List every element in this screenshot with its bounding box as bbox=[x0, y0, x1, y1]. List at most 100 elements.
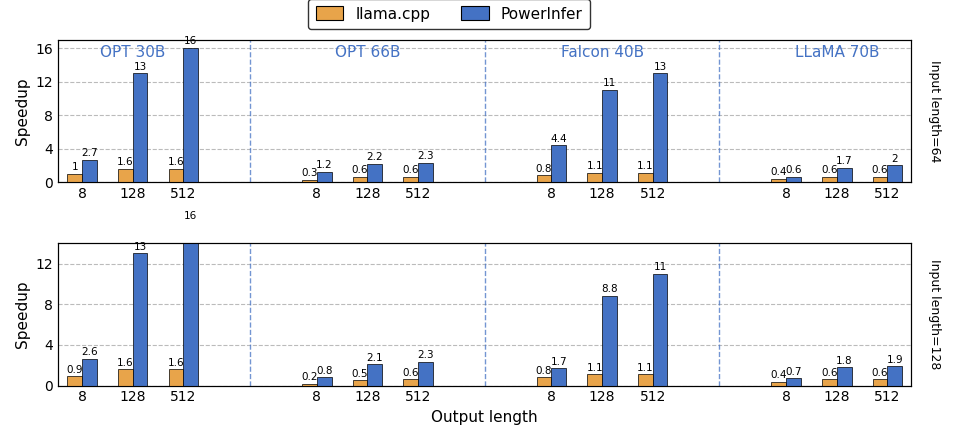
Bar bbox=[771, 179, 786, 182]
Bar bbox=[316, 172, 332, 182]
Bar bbox=[602, 90, 617, 182]
Bar bbox=[418, 163, 433, 182]
Bar bbox=[302, 384, 316, 385]
Text: 16: 16 bbox=[185, 37, 197, 47]
Legend: llama.cpp, PowerInfer: llama.cpp, PowerInfer bbox=[308, 0, 591, 29]
Text: 2.2: 2.2 bbox=[366, 152, 383, 162]
Bar bbox=[353, 381, 367, 385]
Y-axis label: Speedup: Speedup bbox=[15, 281, 31, 348]
Text: 2.7: 2.7 bbox=[81, 148, 98, 158]
Text: 2.3: 2.3 bbox=[417, 151, 434, 161]
Bar bbox=[82, 359, 97, 385]
Y-axis label: Input length=64: Input length=64 bbox=[928, 60, 941, 162]
Text: 1: 1 bbox=[72, 162, 78, 172]
Bar bbox=[786, 177, 801, 182]
Bar bbox=[638, 173, 653, 182]
Bar bbox=[653, 73, 667, 182]
Text: 0.3: 0.3 bbox=[301, 168, 317, 178]
Text: 2: 2 bbox=[891, 154, 898, 164]
Text: 0.6: 0.6 bbox=[785, 165, 802, 176]
Bar bbox=[587, 374, 602, 385]
Text: 11: 11 bbox=[603, 78, 616, 88]
Text: 1.9: 1.9 bbox=[886, 355, 903, 365]
Text: 0.6: 0.6 bbox=[821, 368, 837, 378]
Bar bbox=[536, 378, 552, 385]
Text: Falcon 40B: Falcon 40B bbox=[560, 45, 643, 60]
Bar bbox=[836, 367, 852, 385]
Bar bbox=[133, 73, 147, 182]
Text: 2.1: 2.1 bbox=[366, 352, 383, 363]
Text: 0.8: 0.8 bbox=[536, 164, 553, 174]
Text: 0.7: 0.7 bbox=[785, 367, 802, 377]
Bar bbox=[367, 364, 382, 385]
Y-axis label: Input length=128: Input length=128 bbox=[928, 259, 941, 370]
Text: 0.6: 0.6 bbox=[352, 165, 368, 176]
Text: 0.6: 0.6 bbox=[872, 368, 888, 378]
Bar bbox=[786, 378, 801, 385]
Text: 1.1: 1.1 bbox=[637, 363, 654, 373]
Text: 0.6: 0.6 bbox=[821, 165, 837, 176]
Text: 2.6: 2.6 bbox=[81, 348, 98, 357]
Bar bbox=[873, 177, 887, 182]
Bar bbox=[771, 381, 786, 385]
Text: LLaMA 70B: LLaMA 70B bbox=[794, 45, 879, 60]
Bar bbox=[168, 369, 184, 385]
Bar bbox=[536, 176, 552, 182]
Bar bbox=[552, 145, 566, 182]
Text: 13: 13 bbox=[134, 62, 146, 72]
Text: 13: 13 bbox=[134, 242, 146, 252]
Text: 1.1: 1.1 bbox=[586, 363, 603, 373]
Text: 0.8: 0.8 bbox=[315, 366, 333, 376]
Text: OPT 30B: OPT 30B bbox=[100, 45, 165, 60]
Text: 0.8: 0.8 bbox=[536, 366, 553, 376]
Text: 1.1: 1.1 bbox=[586, 161, 603, 171]
Bar bbox=[184, 223, 198, 385]
Text: 1.1: 1.1 bbox=[637, 161, 654, 171]
Text: 0.6: 0.6 bbox=[402, 165, 419, 176]
Text: 1.2: 1.2 bbox=[315, 161, 333, 170]
Y-axis label: Speedup: Speedup bbox=[15, 77, 30, 145]
Text: 0.2: 0.2 bbox=[301, 372, 317, 382]
Bar bbox=[887, 366, 902, 385]
Text: 8.8: 8.8 bbox=[601, 284, 618, 294]
Bar bbox=[638, 374, 653, 385]
Text: 1.7: 1.7 bbox=[551, 356, 567, 367]
Bar bbox=[82, 160, 97, 182]
Text: 0.6: 0.6 bbox=[402, 368, 419, 378]
Text: 11: 11 bbox=[654, 262, 666, 272]
Bar bbox=[67, 377, 82, 385]
Text: 13: 13 bbox=[654, 62, 666, 72]
Bar bbox=[403, 379, 418, 385]
Bar bbox=[822, 379, 836, 385]
Bar bbox=[118, 369, 133, 385]
Bar bbox=[873, 379, 887, 385]
Bar bbox=[316, 378, 332, 385]
Text: 1.6: 1.6 bbox=[167, 157, 185, 167]
Text: 1.6: 1.6 bbox=[117, 358, 134, 367]
Text: 0.4: 0.4 bbox=[771, 167, 787, 177]
Bar bbox=[653, 274, 667, 385]
Bar bbox=[403, 177, 418, 182]
Bar bbox=[118, 169, 133, 182]
Text: 0.6: 0.6 bbox=[872, 165, 888, 176]
Bar bbox=[836, 168, 852, 182]
Bar bbox=[353, 177, 367, 182]
Bar bbox=[302, 180, 316, 182]
Text: 1.8: 1.8 bbox=[836, 356, 853, 366]
Bar bbox=[602, 296, 617, 385]
Text: 0.5: 0.5 bbox=[352, 369, 368, 379]
Text: 16: 16 bbox=[185, 211, 197, 221]
Bar bbox=[418, 362, 433, 385]
Bar bbox=[184, 48, 198, 182]
Bar bbox=[67, 174, 82, 182]
Text: OPT 66B: OPT 66B bbox=[335, 45, 401, 60]
Bar bbox=[168, 169, 184, 182]
Bar bbox=[887, 165, 902, 182]
Bar bbox=[822, 177, 836, 182]
Text: 1.6: 1.6 bbox=[167, 358, 185, 367]
Text: 1.6: 1.6 bbox=[117, 157, 134, 167]
Text: 1.7: 1.7 bbox=[836, 156, 853, 166]
Text: 4.4: 4.4 bbox=[551, 134, 567, 143]
Bar bbox=[587, 173, 602, 182]
Bar bbox=[367, 164, 382, 182]
